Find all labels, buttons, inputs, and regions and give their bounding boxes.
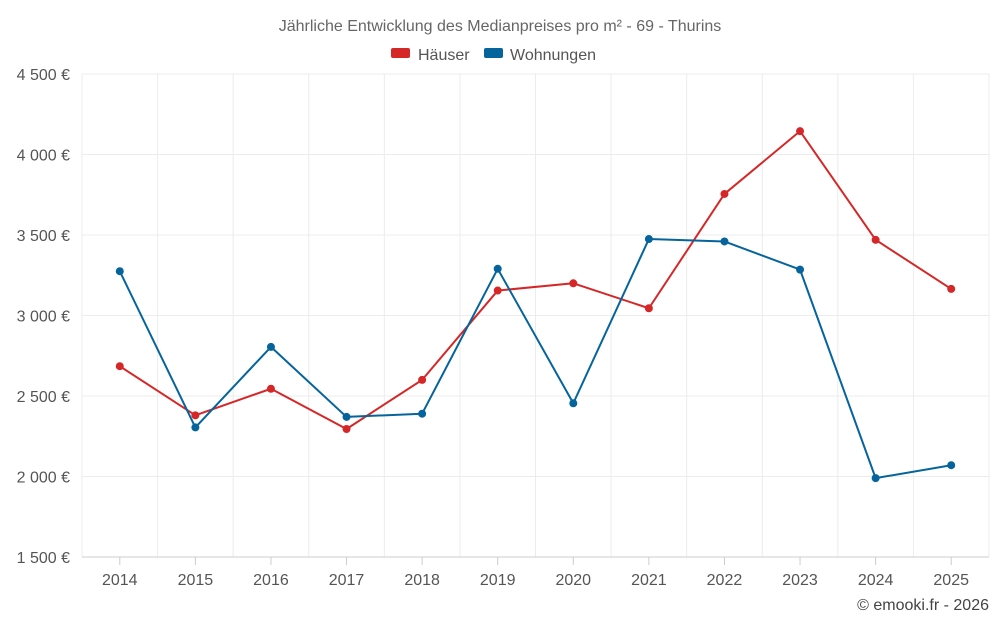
data-point-wohnungen[interactable]: [493, 264, 502, 273]
x-tick-label: 2021: [631, 572, 667, 589]
legend-item-wohnungen[interactable]: Wohnungen: [484, 47, 596, 64]
legend-swatch-wohnungen: [484, 48, 503, 58]
x-tick-label: 2019: [480, 572, 516, 589]
data-point-wohnungen[interactable]: [191, 423, 200, 432]
data-point-haeuser[interactable]: [266, 384, 275, 393]
data-point-haeuser[interactable]: [569, 279, 578, 288]
data-point-wohnungen[interactable]: [418, 409, 427, 418]
series-haeuser: [115, 127, 956, 434]
series-line-haeuser: [118, 130, 953, 431]
series-group: [115, 127, 956, 483]
data-point-wohnungen[interactable]: [720, 237, 729, 246]
y-tick-label: 3 500 €: [17, 228, 70, 245]
data-point-wohnungen[interactable]: [569, 399, 578, 408]
x-tick-label: 2024: [858, 572, 894, 589]
legend-label-haeuser: Häuser: [418, 47, 470, 64]
y-tick-label: 4 000 €: [17, 148, 70, 165]
data-point-wohnungen[interactable]: [266, 342, 275, 351]
data-point-haeuser[interactable]: [493, 286, 502, 295]
x-tick-label: 2017: [329, 572, 365, 589]
data-point-haeuser[interactable]: [796, 127, 805, 136]
data-point-haeuser[interactable]: [644, 304, 653, 313]
x-tick-label: 2022: [707, 572, 743, 589]
legend[interactable]: Häuser Wohnungen: [391, 47, 596, 64]
data-point-haeuser[interactable]: [871, 235, 880, 244]
data-point-wohnungen[interactable]: [644, 235, 653, 244]
data-point-haeuser[interactable]: [947, 284, 956, 293]
x-tick-label: 2018: [404, 572, 440, 589]
x-tick-label: 2023: [782, 572, 818, 589]
grid: [81, 73, 990, 557]
data-point-wohnungen[interactable]: [115, 267, 124, 276]
data-point-haeuser[interactable]: [720, 189, 729, 198]
data-point-haeuser[interactable]: [418, 375, 427, 384]
legend-swatch-haeuser: [391, 48, 410, 58]
legend-label-wohnungen: Wohnungen: [510, 47, 596, 64]
y-tick-label: 4 500 €: [17, 67, 70, 84]
x-tick-label: 2016: [253, 572, 289, 589]
series-wohnungen: [115, 235, 956, 483]
chart-title: Jährliche Entwicklung des Medianpreises …: [279, 18, 722, 35]
y-tick-label: 2 500 €: [17, 389, 70, 406]
x-tick-label: 2014: [102, 572, 138, 589]
data-point-wohnungen[interactable]: [796, 265, 805, 274]
y-tick-label: 2 000 €: [17, 470, 70, 487]
x-tick-label: 2015: [178, 572, 214, 589]
data-point-haeuser[interactable]: [191, 411, 200, 420]
x-tick-label: 2020: [555, 572, 591, 589]
data-point-haeuser[interactable]: [115, 362, 124, 371]
credit-text: © emooki.fr - 2026: [857, 597, 989, 614]
data-point-wohnungen[interactable]: [947, 461, 956, 470]
legend-item-haeuser[interactable]: Häuser: [391, 47, 470, 64]
data-point-haeuser[interactable]: [342, 425, 351, 434]
y-tick-label: 3 000 €: [17, 309, 70, 326]
y-tick-label: 1 500 €: [17, 550, 70, 567]
series-line-wohnungen: [118, 238, 953, 480]
data-point-wohnungen[interactable]: [342, 412, 351, 421]
data-point-wohnungen[interactable]: [871, 474, 880, 483]
x-tick-label: 2025: [933, 572, 969, 589]
y-axis: 1 500 € 2 000 € 2 500 € 3 000 € 3 500 € 4 000…: [17, 67, 70, 567]
x-axis: 2014 2015 2016 2017 2018 2019 2020 2021 2022 2023…: [82, 556, 989, 589]
